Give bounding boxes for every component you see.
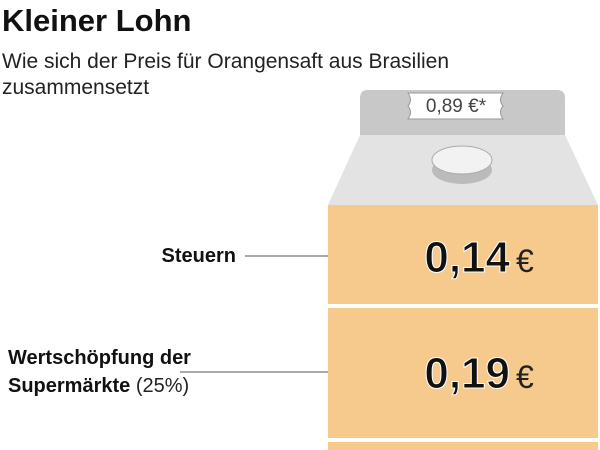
price-tag — [407, 92, 504, 120]
subtitle: zusammensetzt — [2, 76, 149, 99]
item-note: (25%) — [136, 375, 189, 397]
item-label-line: Supermärkte — [8, 375, 130, 397]
title: Kleiner Lohn — [2, 3, 191, 38]
item-value: 0,19 — [424, 349, 510, 398]
subtitle: Wie sich der Preis für Orangensaft aus B… — [2, 50, 449, 73]
segment — [328, 205, 598, 304]
segment — [328, 442, 598, 450]
item-unit: € — [516, 359, 534, 395]
cap — [431, 145, 493, 175]
price-tag-text: 0,89 €* — [426, 96, 487, 117]
segment — [328, 308, 598, 438]
item-label: Steuern — [162, 245, 236, 267]
item-value: 0,14 — [424, 233, 510, 282]
item-label: Wertschöpfung der — [8, 347, 191, 369]
item-unit: € — [516, 243, 534, 279]
item-label: Supermärkte (25%) — [8, 375, 189, 397]
